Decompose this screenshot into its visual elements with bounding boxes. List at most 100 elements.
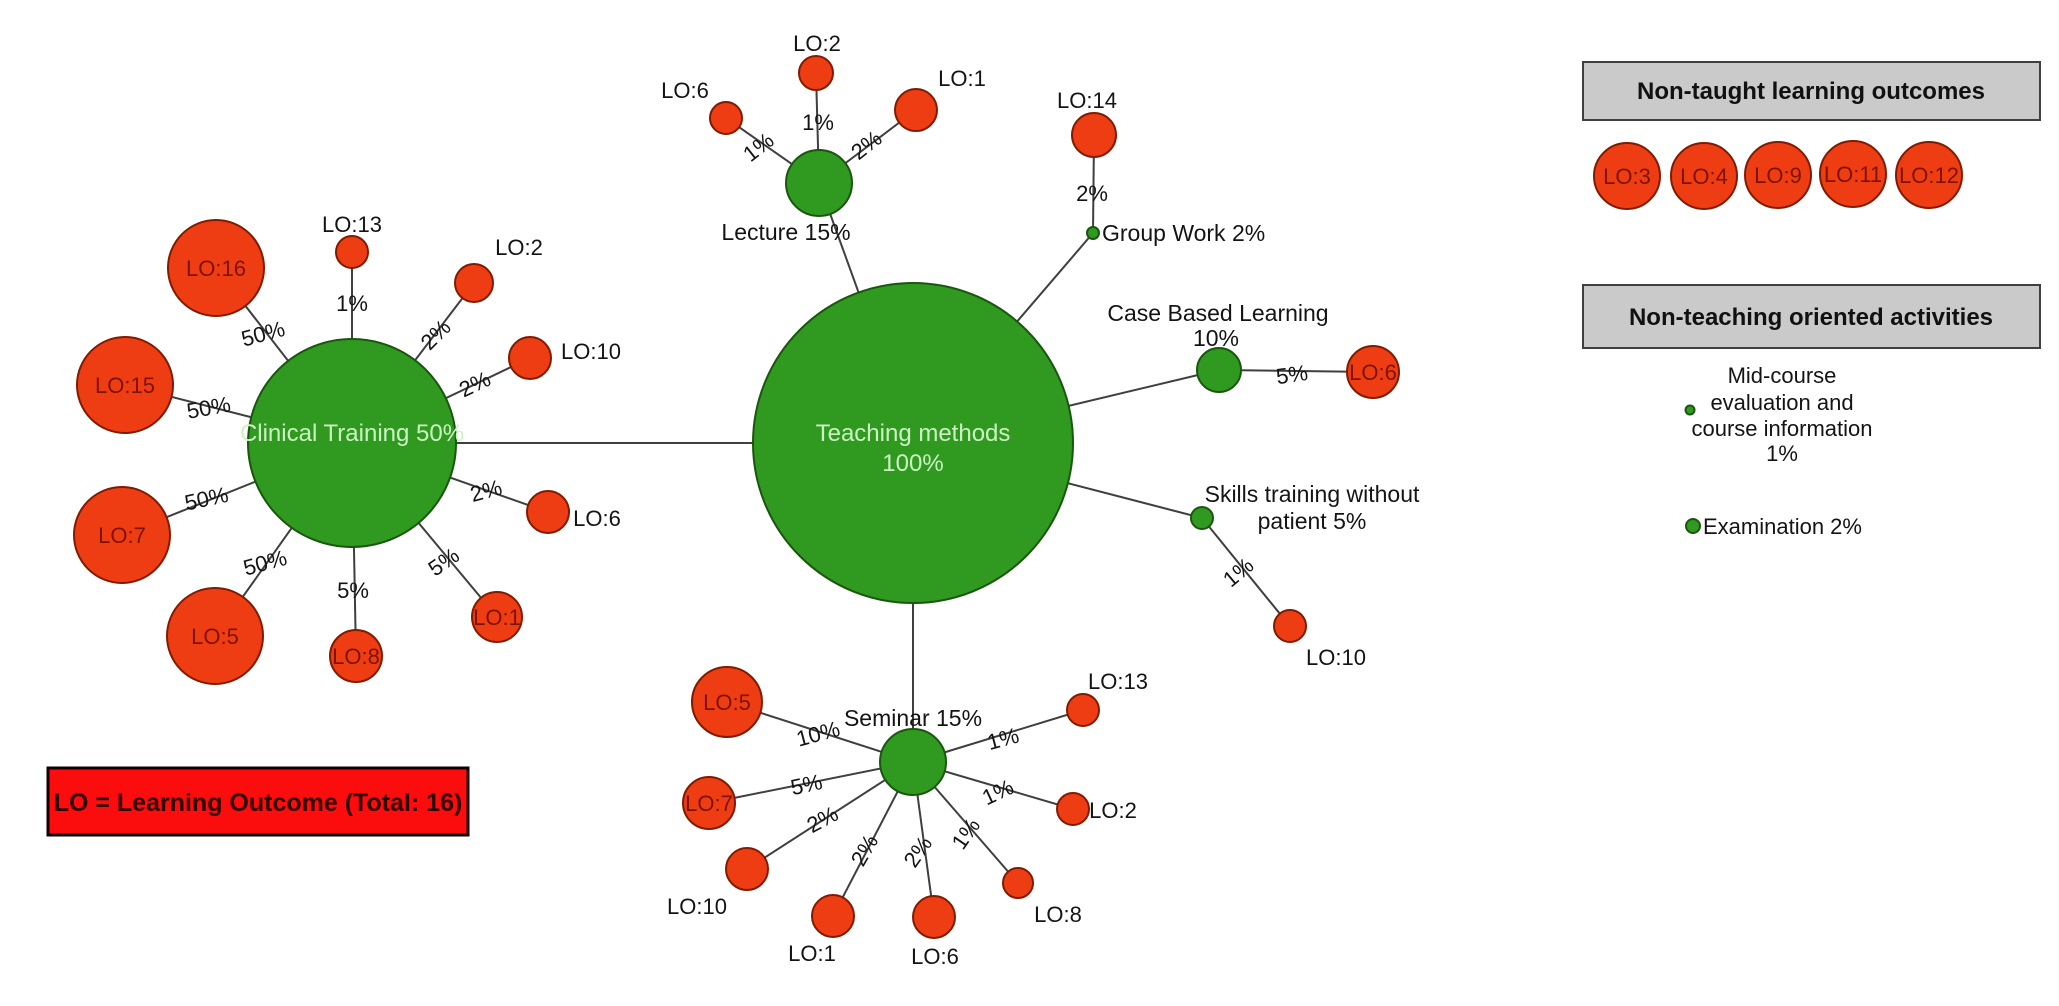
pct-clinical-lo16: 50% — [239, 316, 288, 352]
pct-clinical-lo1: 5% — [424, 542, 464, 581]
pct-seminar-lo5: 10% — [794, 716, 843, 752]
outcome-node-seminar-lo13 — [1066, 693, 1100, 727]
lo-label-lecture-lo6: LO:6 — [661, 78, 709, 103]
lo-label-nontaught-lo4: LO:4 — [1680, 164, 1728, 189]
legend: LO = Learning Outcome (Total: 16) — [46, 766, 470, 837]
outcome-node-clinical-lo15 — [76, 336, 174, 434]
outcome-node-seminar-lo5 — [691, 666, 763, 738]
outcome-node-seminar-lo1 — [811, 894, 855, 938]
edge-seminar-lo7 — [708, 761, 914, 804]
outcome-node-clinical-lo2 — [454, 263, 494, 303]
non-teaching-header-box — [1582, 284, 2041, 349]
legend-text: LO = Learning Outcome (Total: 16) — [54, 789, 463, 817]
case-based-learning-pct: 10% — [1193, 325, 1239, 351]
case-based-learning-label: Case Based Learning — [1107, 300, 1328, 326]
pct-casebased-lo6: 5% — [1274, 360, 1309, 389]
lo-label-clinical-lo5: LO:5 — [191, 624, 239, 649]
lo-label-skills-lo10: LO:10 — [1306, 645, 1366, 670]
lo-label-nontaught-lo9: LO:9 — [1754, 163, 1802, 188]
lo-label-seminar-lo10: LO:10 — [667, 894, 727, 919]
seminar-label: Seminar 15% — [844, 705, 982, 731]
lo-label-clinical-lo13: LO:13 — [322, 212, 382, 237]
outcome-node-nontaught-lo11 — [1819, 140, 1887, 208]
lo-label-clinical-lo7: LO:7 — [98, 523, 146, 548]
lo-label-seminar-lo13: LO:13 — [1088, 669, 1148, 694]
node-clinical-training — [247, 338, 457, 548]
pct-seminar-lo7: 5% — [788, 769, 824, 800]
outcome-node-clinical-lo13 — [335, 235, 369, 269]
lo-label-seminar-lo8: LO:8 — [1034, 902, 1082, 927]
outcome-node-skills-lo10 — [1273, 609, 1307, 643]
outcome-node-clinical-lo5 — [166, 587, 264, 685]
lo-label-seminar-lo5: LO:5 — [703, 690, 751, 715]
midcourse-label-line3: course information — [1692, 416, 1873, 441]
lo-label-seminar-lo7: LO:7 — [685, 791, 733, 816]
non-taught-header-box — [1582, 61, 2041, 121]
pct-seminar-lo13: 1% — [984, 723, 1021, 755]
lo-label-nontaught-lo11: LO:11 — [1824, 162, 1882, 187]
node-seminar — [879, 728, 947, 796]
lo-label-clinical-lo8: LO:8 — [332, 644, 380, 669]
pct-clinical-lo6: 2% — [467, 475, 504, 507]
pct-seminar-lo10: 2% — [803, 801, 843, 838]
node-skills-training — [1190, 506, 1214, 530]
outcome-node-seminar-lo6 — [912, 895, 956, 939]
pct-clinical-lo8: 5% — [337, 578, 369, 603]
edge-skills-lo10 — [1201, 517, 1290, 626]
node-midcourse-dot — [1684, 404, 1696, 416]
lo-label-seminar-lo2: LO:2 — [1089, 798, 1137, 823]
non-taught-header-title: Non-taught learning outcomes — [1637, 78, 1985, 105]
lo-label-seminar-lo1: LO:1 — [788, 941, 836, 966]
outcome-node-clinical-lo7 — [73, 486, 171, 584]
pct-clinical-lo15: 50% — [185, 391, 233, 423]
outcome-node-clinical-lo1 — [471, 591, 523, 643]
lo-label-clinical-lo2: LO:2 — [495, 235, 543, 260]
node-lecture — [785, 149, 853, 217]
node-teaching-methods — [752, 282, 1074, 604]
lo-label-nontaught-lo12: LO:12 — [1899, 163, 1959, 188]
lo-label-nontaught-lo3: LO:3 — [1603, 164, 1651, 189]
skills-training-label-line2: patient 5% — [1258, 508, 1367, 534]
activity-nodes — [247, 149, 1242, 796]
outcome-node-clinical-lo10 — [508, 336, 552, 380]
outcome-node-seminar-lo8 — [1002, 867, 1034, 899]
outcome-node-seminar-lo10 — [725, 847, 769, 891]
pct-lecture-lo2: 1% — [802, 110, 834, 135]
outcome-node-clinical-lo6 — [526, 490, 570, 534]
outcome-node-clinical-lo16 — [167, 219, 265, 317]
lo-label-seminar-lo6: LO:6 — [911, 944, 959, 969]
lo-label-lecture-lo1: LO:1 — [938, 66, 986, 91]
lo-label-clinical-lo6: LO:6 — [573, 506, 621, 531]
node-examination-dot — [1685, 518, 1701, 534]
examination-label: Examination 2% — [1703, 514, 1862, 539]
lo-label-clinical-lo16: LO:16 — [186, 256, 246, 281]
node-case-based-learning — [1196, 347, 1242, 393]
pct-seminar-lo8: 1% — [946, 814, 985, 854]
pct-clinical-lo2: 2% — [416, 315, 456, 355]
midcourse-label-line1: Mid-course — [1728, 363, 1837, 388]
outcome-node-nontaught-lo12 — [1895, 141, 1963, 209]
midcourse-label-pct: 1% — [1766, 441, 1798, 466]
non-taught-panel: Non-taught learning outcomes LO:3 LO:4 L… — [1582, 61, 2041, 210]
outcome-node-lecture-lo1 — [894, 88, 938, 132]
skills-training-label-line1: Skills training without — [1205, 481, 1420, 507]
outcome-node-nontaught-lo4 — [1670, 142, 1738, 210]
legend-box — [46, 766, 470, 837]
lo-label-lecture-lo2: LO:2 — [793, 31, 841, 56]
pct-skills-lo10: 1% — [1218, 552, 1258, 592]
lo-label-casebased-lo6: LO:6 — [1349, 360, 1397, 385]
outcome-node-seminar-lo2 — [1056, 792, 1090, 826]
outcome-node-seminar-lo7 — [682, 776, 736, 830]
outcome-node-casebased-lo6 — [1346, 345, 1400, 399]
teaching-methods-pct: 100% — [882, 450, 943, 477]
pct-clinical-lo13: 1% — [336, 291, 368, 316]
outcome-node-clinical-lo8 — [329, 629, 383, 683]
outcome-nodes — [73, 55, 1400, 939]
outcome-node-nontaught-lo3 — [1593, 142, 1661, 210]
midcourse-label-line2: evaluation and — [1710, 390, 1853, 415]
outcome-node-lecture-lo2 — [798, 55, 834, 91]
pct-clinical-lo5: 50% — [241, 545, 290, 581]
pct-seminar-lo6: 2% — [898, 832, 937, 872]
